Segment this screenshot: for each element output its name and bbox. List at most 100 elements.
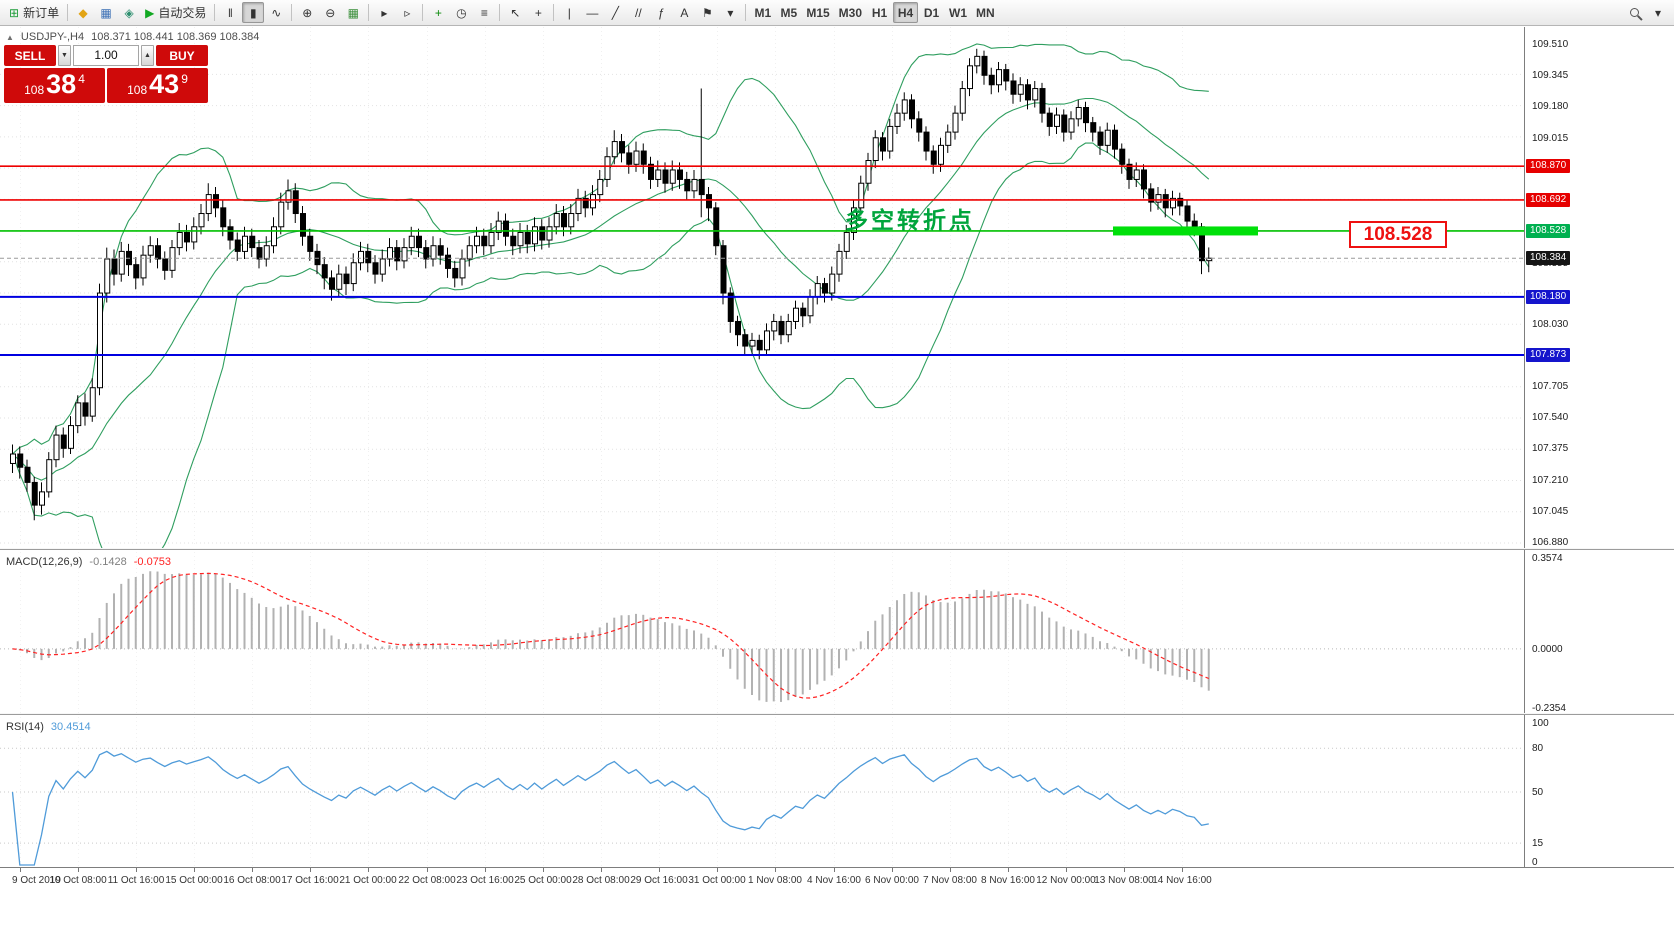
timeframe-h4-button[interactable]: H4 — [893, 2, 919, 23]
timeframe-m5-button[interactable]: M5 — [776, 2, 801, 23]
metaeditor-button[interactable]: ◆ — [72, 2, 94, 23]
timeframe-m5-button-label: M5 — [780, 5, 798, 20]
macd-splitter[interactable] — [0, 548, 1674, 550]
fibonacci-icon: ƒ — [657, 5, 665, 20]
volume-input[interactable]: 1.00 — [73, 45, 139, 66]
crosshair-button[interactable]: + — [527, 2, 549, 23]
time-axis-tick — [1008, 868, 1009, 872]
cursor-button[interactable]: ↖ — [504, 2, 526, 23]
timeframe-m1-button[interactable]: M1 — [750, 2, 775, 23]
terminal-icon: ▦ — [100, 5, 112, 20]
horizontal-line-icon: — — [586, 5, 599, 20]
rsi-name: RSI(14) — [6, 721, 44, 733]
timeframe-mn-button-label: MN — [976, 5, 995, 20]
periods-button[interactable]: ◷ — [450, 2, 472, 23]
zoom-out-button[interactable]: ⊖ — [319, 2, 341, 23]
timeframe-h1-button[interactable]: H1 — [867, 2, 892, 23]
auto-scroll-button[interactable]: ▸ — [373, 2, 395, 23]
autotrading-button[interactable]: ▶ 自动交易 — [141, 2, 210, 23]
label-icon: ⚑ — [701, 5, 713, 20]
line-chart-button[interactable]: ∿ — [265, 2, 287, 23]
toolbar-separator — [422, 4, 424, 21]
timeframe-m15-button-label: M15 — [806, 5, 830, 20]
toolbar-separator — [214, 4, 216, 21]
vertical-line-icon: | — [567, 5, 571, 20]
rsi-splitter[interactable] — [0, 713, 1674, 715]
price-axis-label: 106.880 — [1532, 537, 1569, 548]
main-price-chart[interactable] — [0, 27, 1524, 548]
ask-price-display[interactable]: 108 43 9 — [107, 68, 208, 103]
symbol-ohlc-quotes: 108.371 108.441 108.369 108.384 — [91, 31, 260, 43]
time-axis-label: 23 Oct 16:00 — [456, 875, 514, 886]
price-tag-108.180: 108.180 — [1526, 289, 1571, 304]
collapse-panel-arrow-icon[interactable]: ▲ — [6, 32, 14, 42]
timeframe-mn-button[interactable]: MN — [972, 2, 999, 23]
price-tag-108.528: 108.528 — [1526, 223, 1571, 238]
time-axis-tick — [659, 868, 660, 872]
templates-button[interactable]: ≡ — [473, 2, 495, 23]
timeframe-h4-button-label: H4 — [897, 5, 914, 20]
time-axis-label: 6 Nov 00:00 — [865, 875, 919, 886]
rsi-axis-label: 0 — [1532, 857, 1538, 868]
chart-shift-button[interactable]: ▹ — [396, 2, 418, 23]
volume-decrease-button[interactable]: ▼ — [58, 45, 71, 66]
time-axis-label: 22 Oct 08:00 — [398, 875, 456, 886]
zoom-in-button[interactable]: ⊕ — [296, 2, 318, 23]
buy-button[interactable]: BUY — [156, 45, 208, 66]
symbol-info-line: ▲ USDJPY-,H4 108.371 108.441 108.369 108… — [6, 31, 259, 43]
volume-increase-button[interactable]: ▲ — [141, 45, 154, 66]
time-axis[interactable]: 9 Oct 2019 10 Oct 08:00 11 Oct 16:00 15 Oct… — [0, 867, 1674, 893]
rsi-panel-chart[interactable] — [0, 717, 1524, 867]
shapes-button[interactable]: ▾ — [719, 2, 741, 23]
timeframe-m15-button[interactable]: M15 — [802, 2, 833, 23]
time-axis-tick — [427, 868, 428, 872]
toolbar-separator — [67, 4, 69, 21]
tile-windows-button[interactable]: ▦ — [342, 2, 364, 23]
price-axis[interactable]: 109.510109.345109.180109.015108.850108.3… — [1524, 27, 1674, 868]
price-axis-label: 107.375 — [1532, 443, 1569, 455]
bid-pipette-digit: 4 — [78, 72, 85, 86]
trade-panel-price-row: 108 38 4 108 43 9 — [4, 68, 208, 103]
bar-chart-button[interactable]: ‖ — [219, 2, 241, 23]
toolbar-separator — [368, 4, 370, 21]
fibonacci-button[interactable]: ƒ — [650, 2, 672, 23]
ask-big-digits: 43 — [149, 69, 180, 99]
channel-button[interactable]: // — [627, 2, 649, 23]
terminal-button[interactable]: ▦ — [95, 2, 117, 23]
main-toolbar: ⊞ 新订单 ◆ ▦ ◈ ▶ 自动交易 ‖ ▮ ∿ ⊕ ⊖ ▦ ▸ ▹ + ◷ ≡ ↖ + | — ╱ // ƒ A ⚑ ▾ M1 M5 M1… — [0, 0, 1674, 26]
time-axis-label: 14 Nov 16:00 — [1152, 875, 1212, 886]
price-axis-label: 107.705 — [1532, 380, 1569, 392]
indicators-button[interactable]: + — [427, 2, 449, 23]
macd-axis-label: -0.2354 — [1532, 703, 1566, 714]
ask-prefix: 108 — [127, 83, 148, 97]
timeframe-w1-button[interactable]: W1 — [945, 2, 971, 23]
horizontal-line-button[interactable]: — — [581, 2, 603, 23]
time-axis-tick — [368, 868, 369, 872]
rsi-value: 30.4514 — [50, 721, 91, 733]
trendline-button[interactable]: ╱ — [604, 2, 626, 23]
search-button[interactable] — [1623, 2, 1645, 23]
time-axis-label: 25 Oct 00:00 — [514, 875, 572, 886]
candlestick-chart-button[interactable]: ▮ — [242, 2, 265, 23]
timeframe-d1-button[interactable]: D1 — [919, 2, 944, 23]
bar-chart-icon: ‖ — [227, 5, 233, 20]
bid-price-display[interactable]: 108 38 4 — [4, 68, 105, 103]
macd-panel-chart[interactable] — [0, 552, 1524, 713]
strategy-tester-button[interactable]: ◈ — [118, 2, 140, 23]
text-button[interactable]: A — [673, 2, 695, 23]
auto-scroll-icon: ▸ — [381, 5, 388, 20]
indicators-icon: + — [434, 5, 442, 20]
macd-main-value: -0.1428 — [89, 556, 127, 568]
bid-prefix: 108 — [24, 83, 45, 97]
price-axis-label: 107.045 — [1532, 505, 1569, 517]
cursor-icon: ↖ — [510, 5, 521, 20]
macd-indicator-label: MACD(12,26,9) -0.1428 -0.0753 — [6, 556, 171, 568]
time-axis-tick — [543, 868, 544, 872]
rsi-indicator-label: RSI(14) 30.4514 — [6, 721, 91, 733]
label-button[interactable]: ⚑ — [696, 2, 718, 23]
timeframe-m30-button[interactable]: M30 — [835, 2, 866, 23]
sell-button[interactable]: SELL — [4, 45, 56, 66]
quick-nav-button[interactable]: ▾ — [1647, 2, 1669, 23]
vertical-line-button[interactable]: | — [558, 2, 580, 23]
new-order-button[interactable]: ⊞ 新订单 — [5, 2, 63, 23]
